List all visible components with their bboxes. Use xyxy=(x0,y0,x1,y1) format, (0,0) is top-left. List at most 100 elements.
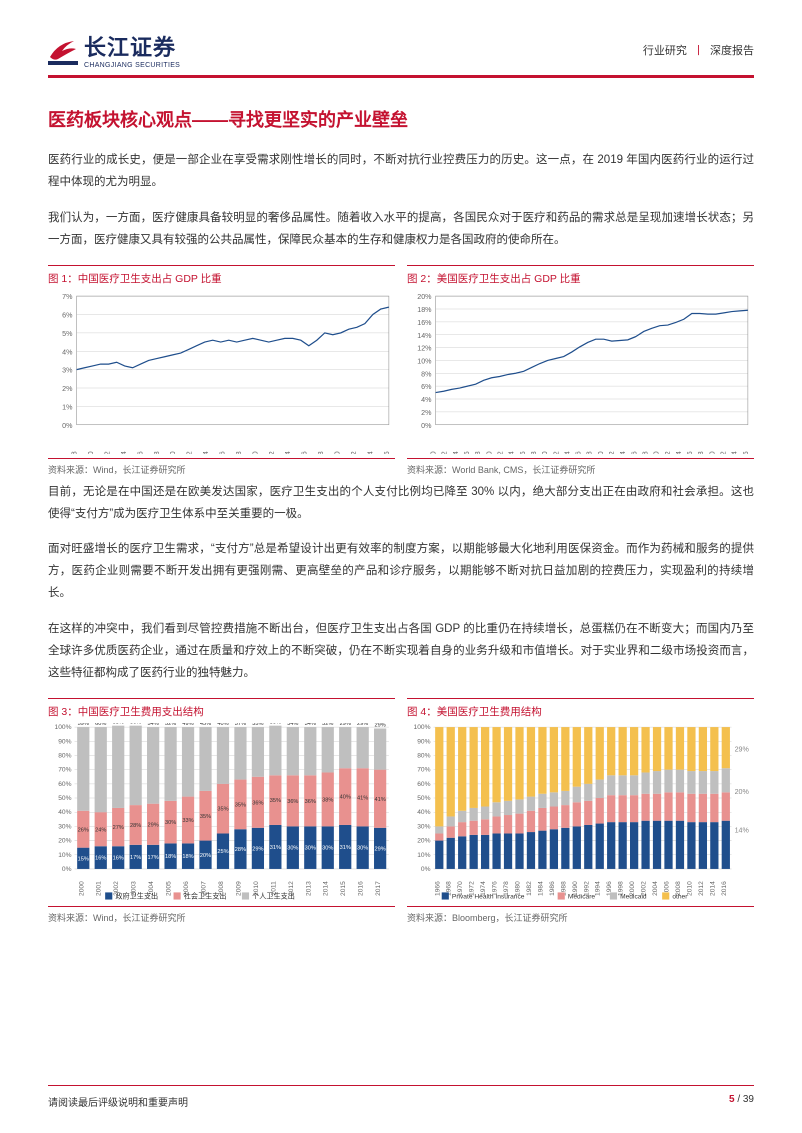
svg-text:37%: 37% xyxy=(235,723,246,727)
svg-text:28%: 28% xyxy=(130,823,141,829)
svg-text:35%: 35% xyxy=(270,723,281,726)
svg-text:17%: 17% xyxy=(148,855,159,861)
svg-text:1990: 1990 xyxy=(597,452,605,454)
svg-text:30%: 30% xyxy=(357,846,368,852)
chart-1: 图 1：中国医疗卫生支出占 GDP 比重 0%1%2%3%4%5%6%7%197… xyxy=(48,265,395,475)
svg-text:1984: 1984 xyxy=(120,452,128,454)
chart-3: 图 3：中国医疗卫生费用支出结构 0%10%20%30%40%50%60%70%… xyxy=(48,698,395,924)
svg-text:Private Health Insurance: Private Health Insurance xyxy=(452,894,525,901)
svg-text:16%: 16% xyxy=(95,856,106,862)
svg-text:31%: 31% xyxy=(340,845,351,851)
svg-text:1994: 1994 xyxy=(202,452,210,454)
chart-2: 图 2：美国医疗卫生支出占 GDP 比重 0%2%4%6%8%10%12%14%… xyxy=(407,265,754,475)
svg-text:2008: 2008 xyxy=(697,452,705,454)
chart-title: 图 1：中国医疗卫生支出占 GDP 比重 xyxy=(48,265,395,286)
paragraph: 面对旺盛增长的医疗卫生需求，“支付方”总是希望设计出更有效率的制度方案，以期能够… xyxy=(48,539,754,605)
svg-text:1988: 1988 xyxy=(586,452,594,454)
svg-text:2002: 2002 xyxy=(268,452,276,454)
chart-1-svg: 0%1%2%3%4%5%6%7%197819801982198419861988… xyxy=(48,290,395,453)
svg-text:2012: 2012 xyxy=(720,452,728,454)
svg-text:36%: 36% xyxy=(305,799,316,805)
svg-text:49%: 49% xyxy=(182,723,193,727)
chart-source: 资料来源：Wind，长江证券研究所 xyxy=(48,458,395,476)
header-cat-b: 深度报告 xyxy=(710,45,754,57)
svg-text:4%: 4% xyxy=(421,396,432,404)
svg-text:8%: 8% xyxy=(421,371,432,379)
chart-source: 资料来源：Bloomberg，长江证券研究所 xyxy=(407,906,754,924)
svg-text:2004: 2004 xyxy=(652,881,659,896)
svg-text:1992: 1992 xyxy=(608,452,616,454)
svg-text:政府卫生支出: 政府卫生支出 xyxy=(115,892,158,901)
svg-text:1994: 1994 xyxy=(619,452,627,454)
svg-text:35%: 35% xyxy=(235,803,246,809)
svg-text:1986: 1986 xyxy=(575,452,583,454)
svg-text:59%: 59% xyxy=(78,723,89,727)
svg-text:33%: 33% xyxy=(182,818,193,824)
svg-text:34%: 34% xyxy=(287,723,298,727)
svg-text:2014: 2014 xyxy=(323,881,330,896)
svg-text:18%: 18% xyxy=(182,855,193,861)
svg-text:40%: 40% xyxy=(58,810,71,817)
svg-text:2014: 2014 xyxy=(731,452,739,454)
chart-title: 图 2：美国医疗卫生支出占 GDP 比重 xyxy=(407,265,754,286)
svg-text:2000: 2000 xyxy=(251,452,259,454)
svg-text:2000: 2000 xyxy=(78,881,85,896)
svg-text:2010: 2010 xyxy=(334,452,342,454)
svg-text:1964: 1964 xyxy=(452,452,460,454)
svg-text:32%: 32% xyxy=(322,723,333,727)
svg-text:1960: 1960 xyxy=(430,452,438,454)
svg-text:30%: 30% xyxy=(322,846,333,852)
svg-text:Medicaid: Medicaid xyxy=(620,894,647,901)
svg-text:100%: 100% xyxy=(55,725,72,732)
chart-2-svg: 0%2%4%6%8%10%12%14%16%18%20%196019621964… xyxy=(407,290,754,453)
svg-text:4%: 4% xyxy=(62,349,73,357)
svg-text:6%: 6% xyxy=(421,384,432,392)
svg-text:60%: 60% xyxy=(95,723,106,727)
svg-text:29%: 29% xyxy=(148,823,159,829)
svg-text:35%: 35% xyxy=(252,723,263,727)
svg-text:30%: 30% xyxy=(58,824,71,831)
svg-text:30%: 30% xyxy=(417,824,430,831)
svg-text:3%: 3% xyxy=(62,367,73,375)
header-sep: 丨 xyxy=(693,45,704,57)
svg-text:15%: 15% xyxy=(78,857,89,863)
svg-text:35%: 35% xyxy=(200,814,211,820)
chart-4: 图 4：美国医疗卫生费用结构 0%10%20%30%40%50%60%70%80… xyxy=(407,698,754,924)
svg-text:2012: 2012 xyxy=(350,452,358,454)
paragraph: 目前，无论是在中国还是在欧美发达国家，医疗卫生支出的个人支付比例均已降至 30%… xyxy=(48,482,754,526)
page-number: 5 / 39 xyxy=(729,1094,754,1109)
svg-text:50%: 50% xyxy=(58,795,71,802)
svg-text:2010: 2010 xyxy=(708,452,716,454)
svg-text:20%: 20% xyxy=(417,294,432,302)
svg-text:26%: 26% xyxy=(78,828,89,834)
charts-row-1: 图 1：中国医疗卫生支出占 GDP 比重 0%1%2%3%4%5%6%7%197… xyxy=(48,265,754,475)
svg-text:0%: 0% xyxy=(421,866,431,873)
svg-text:6%: 6% xyxy=(62,312,73,320)
svg-text:1974: 1974 xyxy=(508,452,516,454)
svg-text:2012: 2012 xyxy=(698,881,705,896)
svg-text:30%: 30% xyxy=(165,821,176,827)
svg-text:36%: 36% xyxy=(252,801,263,807)
svg-text:1988: 1988 xyxy=(153,452,161,454)
svg-text:10%: 10% xyxy=(417,358,432,366)
svg-text:50%: 50% xyxy=(417,795,430,802)
chart-source: 资料来源：Wind，长江证券研究所 xyxy=(48,906,395,924)
svg-text:1%: 1% xyxy=(62,404,73,412)
svg-text:30%: 30% xyxy=(287,846,298,852)
svg-text:2013: 2013 xyxy=(305,881,312,896)
svg-text:1962: 1962 xyxy=(441,452,449,454)
svg-text:1984: 1984 xyxy=(537,881,544,896)
svg-text:1970: 1970 xyxy=(485,452,493,454)
svg-text:5%: 5% xyxy=(62,330,73,338)
svg-text:29%: 29% xyxy=(340,723,351,727)
svg-text:2%: 2% xyxy=(62,385,73,393)
svg-text:2014: 2014 xyxy=(709,881,716,896)
svg-text:80%: 80% xyxy=(58,753,71,760)
svg-text:70%: 70% xyxy=(417,767,430,774)
svg-text:90%: 90% xyxy=(58,739,71,746)
svg-text:0%: 0% xyxy=(62,866,72,873)
svg-text:34%: 34% xyxy=(305,723,316,727)
svg-text:18%: 18% xyxy=(417,306,432,314)
svg-text:1966: 1966 xyxy=(463,452,471,454)
svg-text:1984: 1984 xyxy=(563,452,571,454)
